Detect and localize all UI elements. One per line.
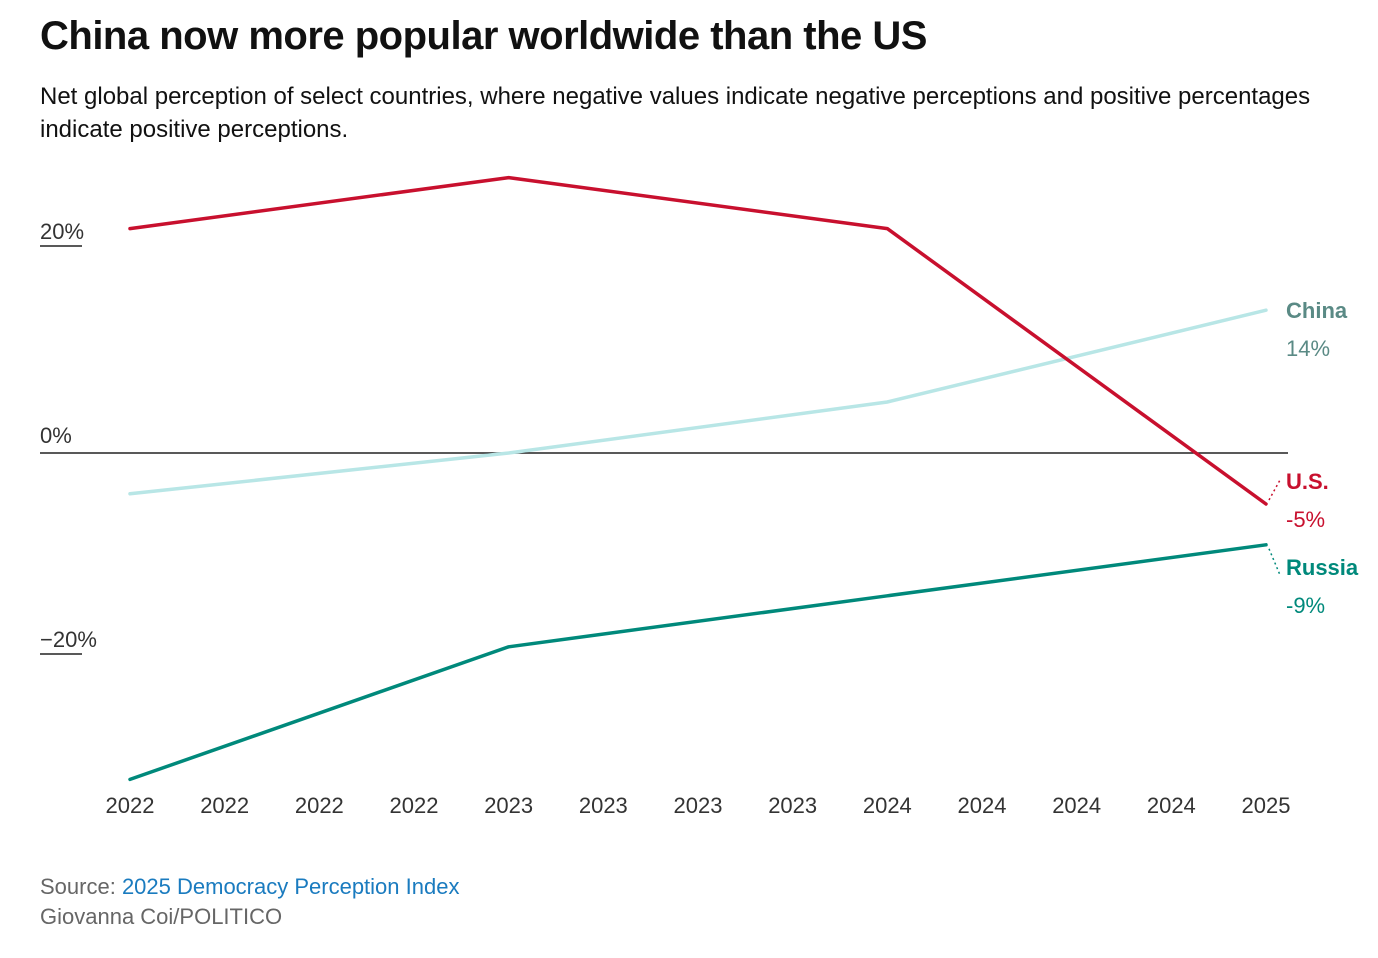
series-name-label: U.S. [1286,469,1329,494]
footer: Source: 2025 Democracy Perception Index … [40,872,459,932]
y-axis: 20% 0% −20% [40,219,1288,655]
chart-title: China now more popular worldwide than th… [40,14,927,58]
series-name-label: Russia [1286,555,1359,580]
series-line-us [128,175,1268,506]
x-tick-label: 2023 [579,793,628,818]
x-tick-label: 2022 [295,793,344,818]
x-tick-label: 2025 [1242,793,1291,818]
x-tick-label: 2024 [863,793,912,818]
x-tick-label: 2022 [106,793,155,818]
source-link[interactable]: 2025 Democracy Perception Index [121,874,460,899]
x-axis: 2022 2022 2022 2022 2023 2023 2023 2023 2024 2024… [106,793,1291,818]
x-tick-label: 2022 [390,793,439,818]
series-value-label: -5% [1286,507,1325,532]
x-tick-label: 2023 [484,793,533,818]
y-tick-label: −20% [40,627,97,652]
series-labels: U.S. -5% China 14% Russia -9% [1268,298,1359,618]
x-tick-label: 2024 [1052,793,1101,818]
credit: Giovanna Coi/POLITICO [40,904,283,929]
y-tick-label: 20% [40,219,84,244]
x-tick-label: 2023 [768,793,817,818]
x-tick-label: 2024 [958,793,1007,818]
series-line-china [128,308,1268,496]
series-lines [128,175,1268,782]
leader-line [1268,479,1281,501]
series-line-russia [128,543,1268,782]
series-value-label: -9% [1286,593,1325,618]
chart-subtitle: Net global perception of select countrie… [40,83,1311,143]
y-tick-label: 0% [40,423,72,448]
x-tick-label: 2024 [1147,793,1196,818]
x-tick-label: 2023 [674,793,723,818]
series-name-label: China [1286,298,1348,323]
source-line: Source: 2025 Democracy Perception Index [40,872,459,902]
source-prefix: Source: [40,874,122,899]
x-tick-label: 2022 [200,793,249,818]
leader-line [1268,548,1281,576]
series-value-label: 14% [1286,336,1330,361]
